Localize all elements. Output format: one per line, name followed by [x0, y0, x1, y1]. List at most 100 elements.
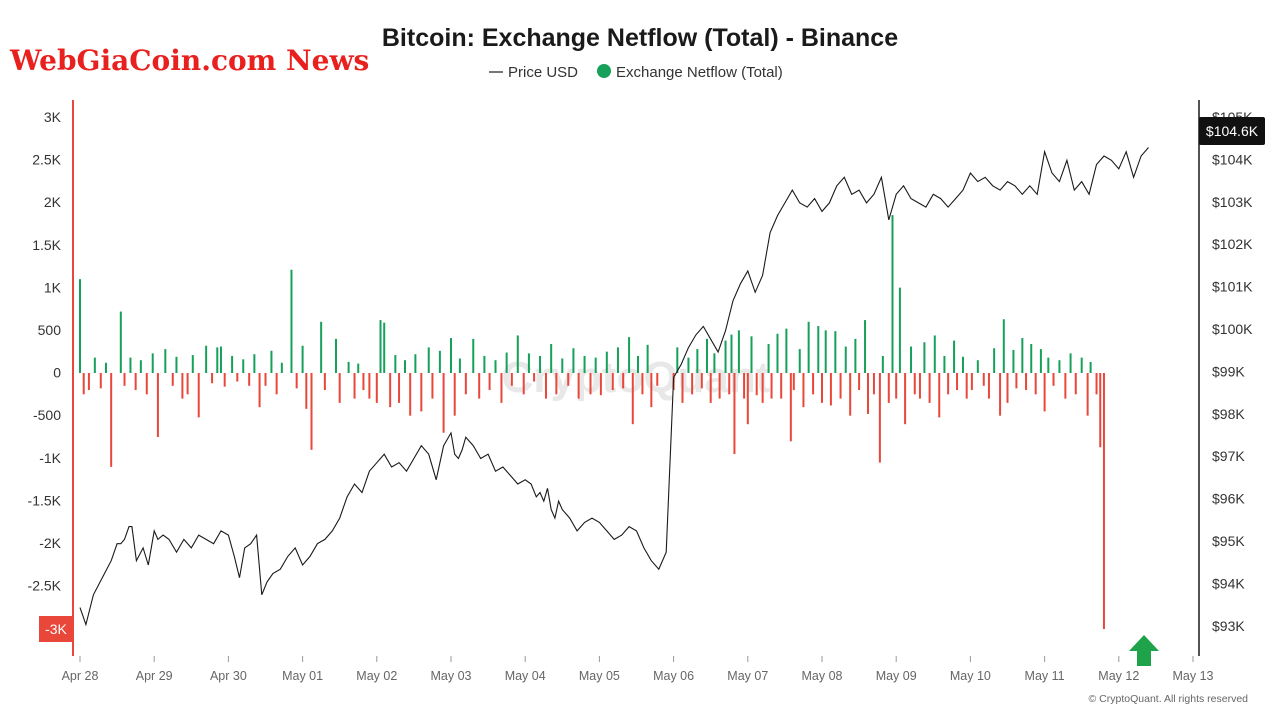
netflow-bar: [755, 373, 758, 396]
right-tick-label: $102K: [1212, 236, 1253, 252]
netflow-bar: [295, 373, 298, 389]
netflow-bar: [478, 373, 481, 399]
x-tick-label: Apr 28: [62, 669, 99, 683]
price-line: [79, 147, 1149, 627]
netflow-bar: [1006, 373, 1009, 403]
netflow-bar: [792, 373, 795, 391]
netflow-bar: [275, 373, 278, 395]
netflow-bar: [824, 330, 827, 373]
netflow-bar: [305, 373, 308, 409]
netflow-bar: [231, 355, 234, 373]
netflow-bar: [641, 373, 644, 395]
netflow-bar: [464, 373, 467, 395]
netflow-bar: [594, 357, 597, 373]
netflow-bar: [1069, 353, 1072, 373]
right-tick-label: $97K: [1212, 448, 1245, 464]
netflow-bar: [191, 355, 194, 373]
netflow-bar: [616, 347, 619, 373]
netflow-bar: [500, 373, 503, 403]
netflow-bar: [403, 360, 406, 373]
netflow-bar: [175, 356, 178, 373]
netflow-bar: [737, 330, 740, 373]
netflow-bar: [347, 361, 350, 373]
netflow-bar: [383, 322, 386, 373]
left-tick-label: 3K: [44, 109, 62, 125]
netflow-bar: [310, 373, 313, 450]
netflow-bar: [119, 311, 122, 373]
x-tick-label: May 04: [505, 669, 546, 683]
netflow-bar: [1074, 373, 1077, 395]
netflow-bar: [776, 333, 779, 373]
netflow-bar: [110, 373, 113, 467]
netflow-bar: [938, 373, 941, 418]
netflow-bar: [151, 353, 154, 373]
x-tick-label: May 10: [950, 669, 991, 683]
netflow-bar: [864, 320, 867, 373]
netflow-bar: [431, 373, 434, 399]
netflow-bar: [577, 373, 580, 399]
netflow-bar: [156, 373, 159, 437]
netflow-bar: [611, 373, 614, 391]
netflow-bar: [844, 346, 847, 373]
netflow-bar: [93, 357, 96, 373]
netflow-bar: [414, 354, 417, 373]
chart-title: Bitcoin: Exchange Netflow (Total) - Bina…: [382, 24, 898, 52]
right-tick-label: $100K: [1212, 321, 1253, 337]
netflow-bar: [236, 373, 239, 382]
netflow-bar: [982, 373, 985, 386]
left-tick-label: -1.5K: [28, 492, 62, 508]
netflow-bar: [681, 373, 684, 403]
legend-netflow-label[interactable]: Exchange Netflow (Total): [616, 64, 783, 81]
netflow-bar: [82, 373, 85, 395]
current-price-label: $104.6K: [1206, 123, 1259, 139]
netflow-bar: [1086, 373, 1089, 416]
netflow-bar: [829, 373, 832, 406]
netflow-bar: [420, 373, 423, 412]
netflow-bar: [1047, 357, 1050, 373]
left-tick-label: 1K: [44, 279, 62, 295]
netflow-bar: [334, 338, 337, 373]
netflow-bar: [488, 373, 491, 391]
netflow-bar: [1043, 373, 1046, 412]
netflow-bar: [357, 363, 360, 373]
netflow-bar: [1052, 373, 1055, 386]
netflow-bar: [709, 373, 712, 403]
netflow-bar: [550, 343, 553, 373]
netflow-bar: [1064, 373, 1067, 399]
netflow-bar: [746, 373, 749, 425]
netflow-bar: [242, 359, 245, 373]
netflow-bar: [718, 373, 721, 399]
netflow-bar: [849, 373, 852, 416]
netflow-bar: [368, 373, 371, 399]
netflow-bar: [881, 355, 884, 373]
netflow-bar: [730, 334, 733, 373]
brand-logo: WebGiaCoin.com News: [9, 44, 369, 77]
netflow-bar: [705, 338, 708, 373]
netflow-bar: [895, 373, 898, 399]
netflow-bar: [976, 360, 979, 373]
netflow-bar: [770, 373, 773, 399]
left-tick-label: 2K: [44, 194, 62, 210]
netflow-bar: [970, 373, 973, 391]
left-tick-label: 500: [38, 322, 62, 338]
netflow-bar: [79, 279, 81, 373]
netflow-bar: [280, 362, 283, 373]
netflow-bar: [145, 373, 148, 395]
netflow-bar: [605, 351, 608, 373]
current-price-badge: $104.6K: [1199, 117, 1265, 145]
watermark: CryptoQuant: [502, 353, 771, 402]
netflow-bar: [1015, 373, 1018, 389]
netflow-bar: [898, 287, 901, 373]
netflow-bar: [301, 345, 304, 373]
netflow-bar: [724, 340, 727, 373]
netflow-bar: [646, 344, 649, 373]
netflow-bar: [353, 373, 356, 399]
netflow-bar: [676, 347, 679, 373]
netflow-bar: [450, 338, 452, 373]
x-tick-label: May 09: [876, 669, 917, 683]
right-tick-label: $93K: [1212, 618, 1245, 634]
netflow-bar: [999, 373, 1002, 416]
netflow-bar: [320, 321, 323, 373]
netflow-bar: [858, 373, 861, 391]
legend-price-label[interactable]: Price USD: [508, 64, 578, 81]
